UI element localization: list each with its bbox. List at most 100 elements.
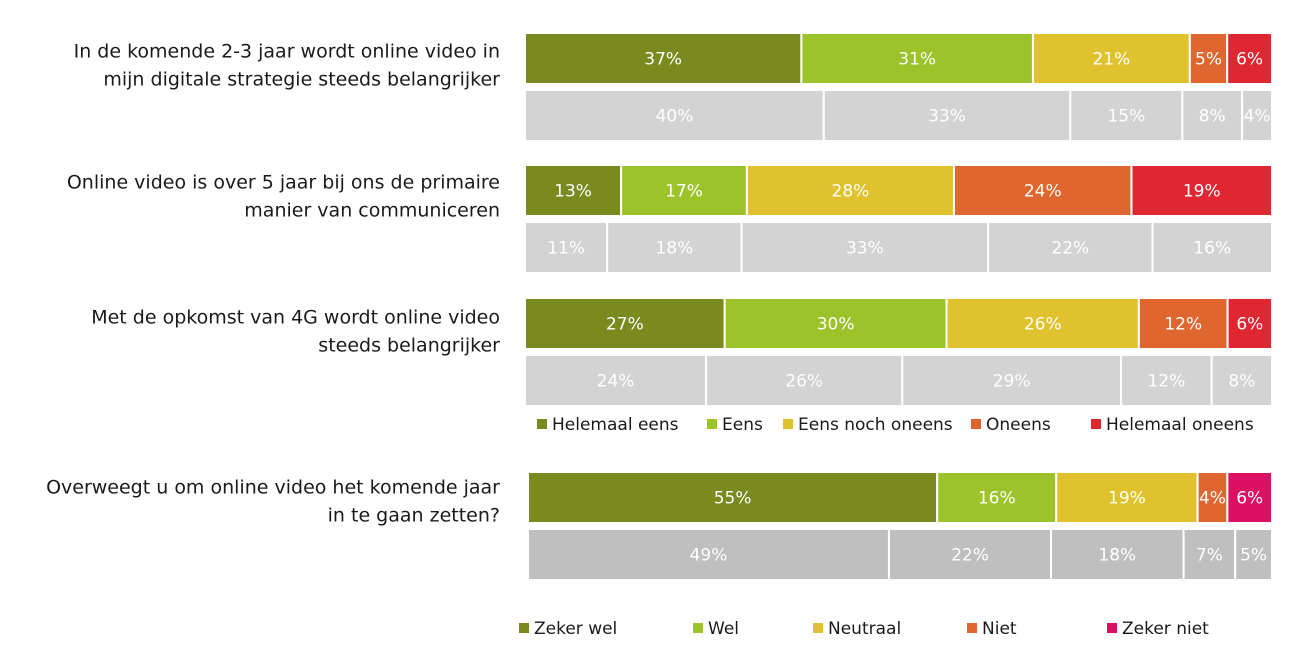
bar-segment (1226, 32, 1274, 85)
bar-segment (745, 164, 955, 217)
comparison-bar-segment (1151, 221, 1273, 274)
legend-swatch (693, 623, 703, 633)
legend-swatch (813, 623, 823, 633)
data-label: 5% (1240, 546, 1267, 566)
legend-swatch (971, 419, 981, 429)
data-label: 33% (846, 239, 884, 259)
legend-label: Oneens (986, 415, 1051, 435)
question-label: mijn digitale strategie steeds belangrij… (103, 69, 500, 91)
data-label: 24% (597, 372, 635, 392)
data-label: 31% (898, 50, 936, 70)
comparison-bar-segment (987, 221, 1154, 274)
data-label: 18% (656, 239, 694, 259)
question-label: steeds belangrijker (318, 335, 500, 357)
data-label: 30% (817, 315, 855, 335)
bar-segment (952, 164, 1133, 217)
comparison-bar-segment (524, 221, 609, 274)
legend-label: Helemaal oneens (1106, 415, 1254, 435)
comparison-bar-segment (606, 221, 743, 274)
legend-label: Neutraal (828, 619, 901, 639)
comparison-bar-segment (705, 354, 904, 407)
legend-swatch (537, 419, 547, 429)
comparison-bar-segment (901, 354, 1123, 407)
data-label: 12% (1147, 372, 1185, 392)
question-label: In de komende 2-3 jaar wordt online vide… (74, 41, 500, 63)
data-label: 24% (1024, 182, 1062, 202)
legend: Zeker wel Wel Neutraal Niet Zeker niet (519, 619, 1209, 639)
bar-segment (620, 164, 748, 217)
data-label: 8% (1228, 372, 1255, 392)
comparison-bar-segment (1210, 354, 1274, 407)
bar-segment (1130, 164, 1273, 217)
data-label: 16% (1193, 239, 1231, 259)
data-label: 29% (993, 372, 1031, 392)
bar-segment (945, 297, 1140, 350)
data-label: 6% (1236, 489, 1263, 509)
data-label: 6% (1236, 50, 1263, 70)
comparison-bar-segment (887, 528, 1053, 581)
question-group: Met de opkomst van 4G wordt online video… (91, 307, 500, 357)
comparison-bar-segment (1234, 528, 1274, 581)
data-label: 13% (554, 182, 592, 202)
data-label: 49% (690, 546, 728, 566)
data-label: 37% (644, 50, 682, 70)
data-label: 26% (785, 372, 823, 392)
bar-segment (1226, 297, 1273, 350)
legend-swatch (1107, 623, 1117, 633)
bar-segment (1031, 32, 1191, 85)
data-label: 27% (606, 315, 644, 335)
legend-label: Niet (982, 619, 1017, 639)
data-label: 28% (832, 182, 870, 202)
question-group: Overweegt u om online video het komende … (46, 477, 500, 527)
data-label: 55% (714, 489, 752, 509)
legend-label: Wel (708, 619, 739, 639)
data-label: 6% (1236, 315, 1263, 335)
legend-label: Zeker niet (1122, 619, 1209, 639)
comparison-bar-segment (527, 528, 890, 581)
legend-swatch (707, 419, 717, 429)
data-label: 22% (1051, 239, 1089, 259)
comparison-bar-segment (822, 89, 1072, 142)
question-label: in te gaan zetten? (328, 505, 500, 527)
data-label: 4% (1244, 107, 1271, 127)
legend-label: Zeker wel (534, 619, 617, 639)
data-label: 15% (1107, 107, 1145, 127)
bar-segment (524, 297, 726, 350)
data-label: 7% (1196, 546, 1223, 566)
comparison-bar-segment (1069, 89, 1184, 142)
data-label: 5% (1195, 50, 1222, 70)
bar-segment (723, 297, 948, 350)
data-label: 18% (1098, 546, 1136, 566)
data-label: 33% (928, 107, 966, 127)
data-label: 40% (656, 107, 694, 127)
data-label: 19% (1108, 489, 1146, 509)
question-label: Online video is over 5 jaar bij ons de p… (67, 172, 500, 194)
question-group: In de komende 2-3 jaar wordt online vide… (74, 41, 501, 91)
data-label: 12% (1164, 315, 1202, 335)
data-label: 17% (665, 182, 703, 202)
bar-segment (1226, 471, 1273, 524)
question-label: manier van communiceren (244, 200, 500, 222)
question-label: Overweegt u om online video het komende … (46, 477, 500, 499)
data-label: 22% (951, 546, 989, 566)
data-label: 4% (1199, 489, 1226, 509)
legend: Helemaal eens Eens Eens noch oneens Oneens H… (537, 415, 1254, 435)
legend-label: Eens (722, 415, 763, 435)
legend-swatch (967, 623, 977, 633)
comparison-bar-segment (1241, 89, 1273, 142)
comparison-bar-segment (1181, 89, 1244, 142)
bar-segment (524, 32, 803, 85)
legend-swatch (783, 419, 793, 429)
data-label: 8% (1199, 107, 1226, 127)
data-label: 19% (1183, 182, 1221, 202)
data-label: 21% (1092, 50, 1130, 70)
legend-label: Helemaal eens (552, 415, 679, 435)
bar-segment (527, 471, 939, 524)
legend-swatch (1091, 419, 1101, 429)
question-group: Online video is over 5 jaar bij ons de p… (67, 172, 500, 222)
comparison-bar-segment (740, 221, 990, 274)
comparison-bar-segment (1050, 528, 1185, 581)
legend-swatch (519, 623, 529, 633)
data-label: 16% (978, 489, 1016, 509)
